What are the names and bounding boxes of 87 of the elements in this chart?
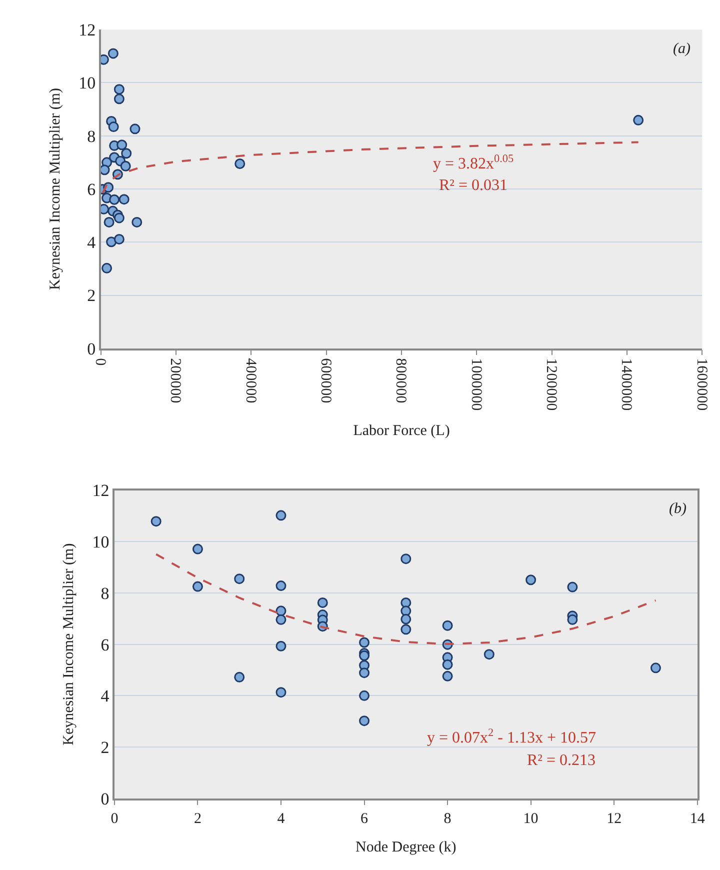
y-tick-label: 0	[100, 789, 110, 808]
annotation: (b)	[669, 501, 686, 517]
annotation: R² = 0.213	[527, 752, 596, 769]
y-tick-label: 12	[78, 20, 96, 40]
x-tick-label: 1600000	[693, 358, 710, 411]
point	[442, 670, 453, 682]
point	[359, 716, 370, 726]
point	[276, 606, 286, 616]
x-tick-label: 1200000	[542, 358, 559, 411]
point	[121, 148, 132, 159]
point	[130, 124, 140, 134]
point	[400, 597, 412, 608]
point	[106, 236, 117, 248]
annotation: y = 3.82x$^{0.05}$	[433, 153, 514, 173]
point	[104, 216, 114, 228]
point	[102, 262, 112, 274]
point	[114, 234, 124, 244]
point	[100, 164, 110, 176]
point	[359, 668, 370, 678]
x-tick-label: 6	[360, 811, 369, 828]
point	[132, 216, 142, 228]
point	[633, 114, 644, 126]
y-tick-label: 12	[92, 481, 110, 500]
point	[109, 194, 120, 205]
annotation: y = 0.07x$^{2}$ - 1.13x + 10.57	[427, 727, 596, 747]
point	[567, 614, 578, 625]
x-tick-label: 1400000	[618, 358, 634, 411]
x-tick-label: 200000	[167, 358, 184, 404]
point	[150, 516, 162, 527]
y-tick-label: 4	[100, 686, 110, 706]
x-tick-label: 800000	[392, 358, 409, 404]
point	[192, 581, 203, 592]
point	[650, 662, 661, 674]
y-tick-label: 4	[87, 233, 96, 252]
y-tick-label: 10	[92, 532, 110, 552]
x-tick-label: 1000000	[468, 358, 484, 411]
x-tick-label: 400000	[242, 358, 258, 404]
point	[484, 649, 494, 660]
point	[442, 659, 453, 670]
point	[276, 640, 286, 652]
y-axis-title: Keynesian Income Multiplier (m)	[47, 88, 64, 290]
x-tick-label: 4	[277, 811, 286, 828]
point	[120, 160, 131, 172]
point	[400, 614, 412, 624]
point	[276, 580, 286, 592]
point	[108, 48, 118, 59]
point	[359, 690, 370, 701]
point	[276, 510, 286, 521]
point	[276, 687, 286, 698]
x-tick-label: 600000	[317, 358, 334, 404]
point	[116, 140, 128, 150]
point	[442, 620, 453, 631]
point	[400, 624, 412, 635]
x-tick-label: 14	[690, 811, 706, 828]
point	[400, 606, 412, 616]
point	[114, 212, 124, 224]
point	[400, 554, 412, 564]
x-tick-label: 10	[523, 811, 538, 828]
annotation: (a)	[673, 41, 690, 57]
point	[114, 94, 124, 104]
point	[234, 574, 245, 584]
y-tick-label: 8	[87, 126, 96, 146]
point	[108, 122, 119, 132]
point	[234, 672, 245, 682]
x-axis-title: Labor Force (L)	[353, 423, 450, 440]
y-tick-label: 0	[87, 339, 96, 358]
annotation: R² = 0.031	[439, 177, 508, 194]
y-tick-label: 2	[100, 738, 110, 757]
y-tick-label: 8	[100, 584, 110, 603]
y-axis-title: Keynesian Income Multiplier (m)	[61, 543, 78, 746]
point	[567, 582, 578, 592]
x-tick-label: 12	[606, 811, 622, 828]
y-tick-label: 2	[87, 286, 96, 306]
y-tick-label: 10	[78, 74, 96, 93]
x-axis-title: Node Degree (k)	[356, 840, 456, 856]
point	[359, 637, 370, 648]
point	[526, 574, 536, 586]
point	[234, 158, 246, 169]
y-tick-label: 6	[87, 180, 96, 199]
x-tick-label: 2	[194, 811, 202, 828]
point	[118, 194, 130, 205]
x-tick-label: 8	[444, 811, 452, 828]
y-tick-label: 6	[100, 635, 110, 654]
point	[192, 544, 203, 554]
point	[114, 84, 124, 95]
point	[276, 614, 286, 625]
point	[317, 597, 328, 608]
